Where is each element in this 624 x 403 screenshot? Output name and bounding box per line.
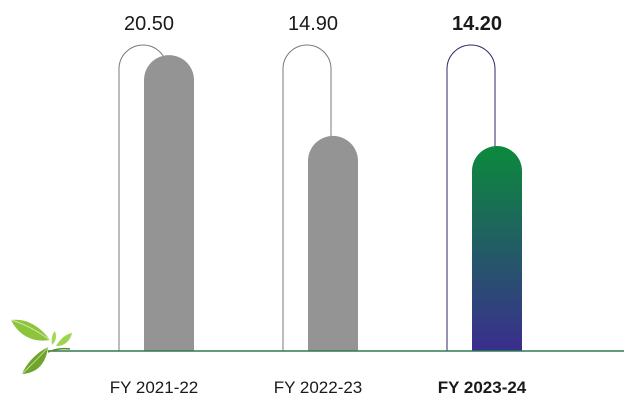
bar [144,55,194,352]
bar-outline [446,44,496,351]
category-label: FY 2022-23 [274,378,363,397]
value-label: 20.50 [124,13,174,35]
bar [471,146,522,351]
bar-outline [282,44,332,351]
value-label: 14.20 [452,13,502,35]
leaf-icon [10,319,72,375]
bars-layer [118,44,522,352]
value-label: 14.90 [288,13,338,35]
category-label: FY 2021-22 [110,378,199,397]
category-label: FY 2023-24 [438,378,527,397]
labels-layer: 20.50 FY 2021-22 14.90 FY 2022-23 14.20 FY 20… [110,13,527,397]
bar [308,135,358,351]
